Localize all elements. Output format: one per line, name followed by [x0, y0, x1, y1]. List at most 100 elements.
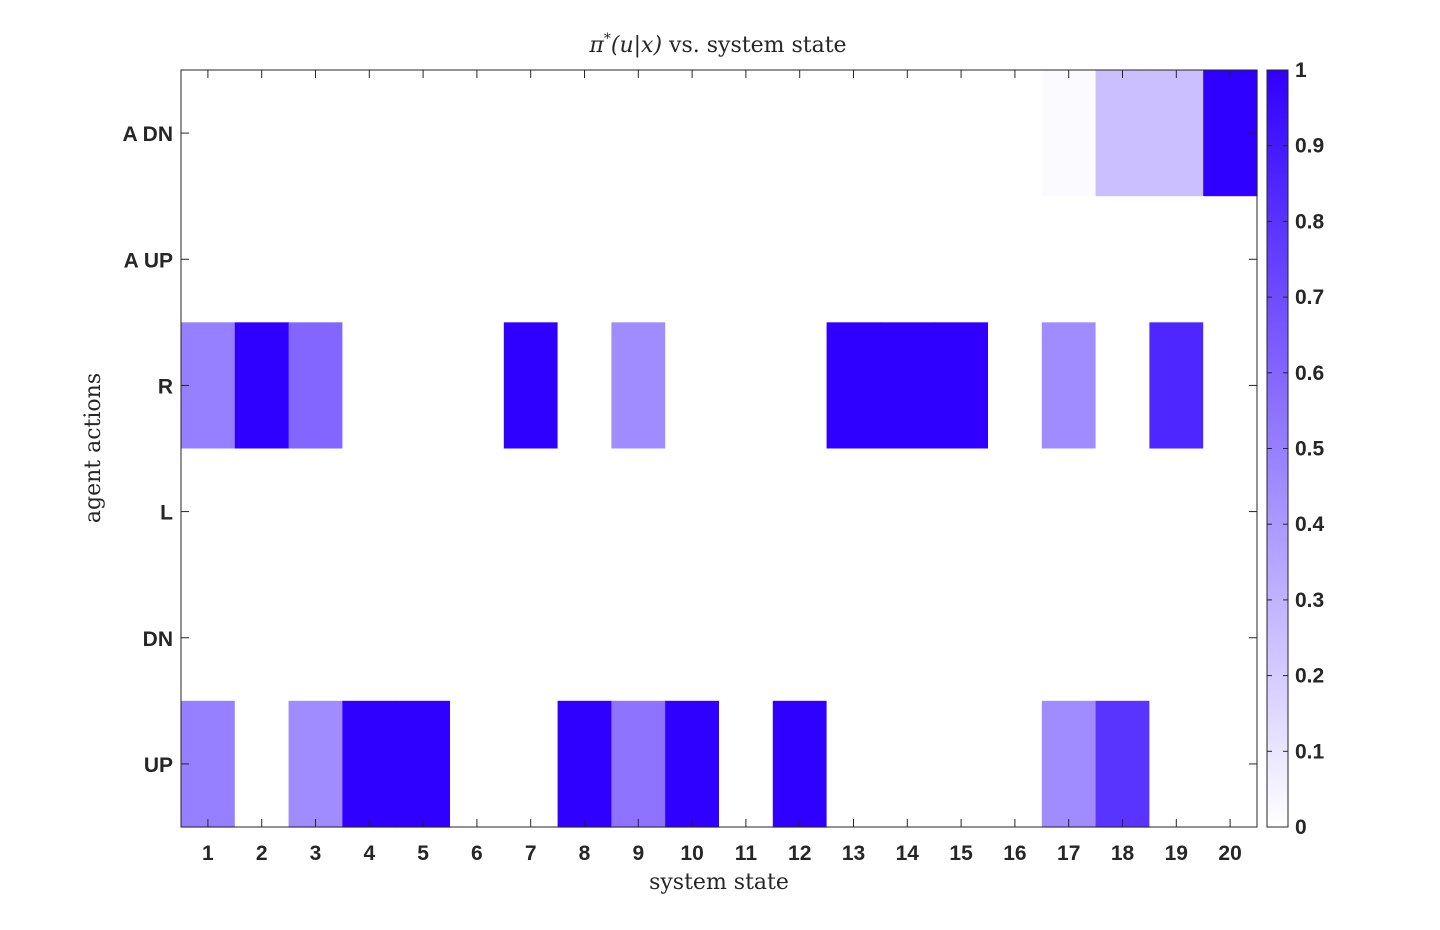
heatmap-cell [665, 448, 720, 576]
heatmap-cell [611, 70, 666, 197]
heatmap-cell [342, 448, 397, 576]
heatmap-cell [719, 70, 774, 197]
heatmap-cell [772, 700, 828, 828]
heatmap-cell [288, 448, 343, 576]
x-tick-label: 19 [1165, 842, 1188, 865]
heatmap-cell [1149, 70, 1204, 197]
heatmap-cell [234, 700, 290, 828]
x-tick-label: 12 [788, 842, 811, 865]
heatmap-cell [1041, 448, 1097, 576]
heatmap-cell [450, 700, 505, 828]
x-tick-label: 6 [471, 842, 483, 865]
x-tick-label: 4 [363, 842, 375, 865]
heatmap-cell [396, 574, 451, 702]
heatmap-cell [772, 196, 828, 323]
colorbar-tick-label: 0.2 [1295, 665, 1324, 688]
colorbar-tick-label: 0.8 [1295, 210, 1325, 233]
heatmap-cell [557, 574, 612, 702]
heatmap-cell [719, 574, 774, 702]
heatmap-cell [826, 574, 881, 702]
heatmap-cell [611, 448, 666, 576]
y-axis-label: agent actions [81, 373, 106, 523]
heatmap-cell [503, 448, 559, 576]
heatmap-cell [1095, 196, 1150, 323]
heatmap-cell [611, 574, 666, 702]
heatmap-cell [503, 70, 559, 197]
heatmap-cell [1041, 700, 1097, 828]
heatmap-cell [1095, 322, 1150, 450]
heatmap-cell [1203, 322, 1258, 450]
heatmap-cell [988, 448, 1043, 576]
colorbar-tick-label: 0.3 [1295, 589, 1324, 612]
colorbar-tick-label: 0.5 [1295, 438, 1325, 461]
colorbar-tick-label: 1 [1295, 59, 1307, 82]
y-tick-label: A UP [124, 249, 173, 272]
x-tick-label: 10 [680, 842, 703, 865]
heatmap-cell [450, 196, 505, 323]
heatmap-cell [611, 196, 666, 323]
heatmap-cell [234, 448, 290, 576]
heatmap-cell [1041, 70, 1097, 197]
heatmap-cell [1149, 700, 1204, 828]
heatmap-cell [719, 700, 774, 828]
heatmap-cell [396, 196, 451, 323]
heatmap-cell [450, 322, 505, 450]
x-tick-label: 11 [735, 842, 758, 865]
heatmap-cell [234, 70, 290, 197]
heatmap-cell [181, 574, 236, 702]
heatmap-cell [880, 196, 935, 323]
heatmap-cell [826, 322, 881, 450]
heatmap-cell [665, 574, 720, 702]
heatmap-cell [288, 70, 343, 197]
heatmap-cell [988, 196, 1043, 323]
heatmap-cell [450, 574, 505, 702]
heatmap-cell [611, 700, 666, 828]
heatmap-cell [934, 322, 989, 450]
colorbar-ticks: 0 0.1 0.2 0.3 0.4 0.5 0.6 0.7 0.8 0.9 1 [1267, 59, 1325, 839]
heatmap-cell [503, 700, 559, 828]
x-axis-label: system state [649, 870, 789, 895]
heatmap-cell [1095, 700, 1150, 828]
heatmap-cell [288, 322, 343, 450]
y-tick-labels: A DN A UP R L DN UP [122, 123, 173, 777]
heatmap-cell [880, 574, 935, 702]
heatmap-cell [1203, 196, 1258, 323]
heatmap-cell [342, 70, 397, 197]
heatmap-cell [1203, 700, 1258, 828]
heatmap-cell [557, 448, 612, 576]
heatmap-cell [1203, 574, 1258, 702]
x-tick-label: 5 [417, 842, 429, 865]
x-tick-label: 16 [1003, 842, 1026, 865]
heatmap-cell [181, 196, 236, 323]
heatmap-cell [181, 700, 236, 828]
heatmap-cell [988, 322, 1043, 450]
heatmap-cell [1149, 448, 1204, 576]
chart-title: π*(u|x) vs. system state [588, 31, 846, 58]
plot-frame [180, 69, 1258, 828]
heatmap-cell [181, 322, 236, 450]
heatmap-cell [1095, 574, 1150, 702]
heatmap-cell [557, 322, 612, 450]
heatmap-cell [503, 196, 559, 323]
x-tick-label: 18 [1111, 842, 1135, 865]
y-tick-label: DN [143, 628, 173, 651]
x-tick-label: 7 [525, 842, 537, 865]
x-tick-label: 3 [310, 842, 322, 865]
x-tick-label: 1 [202, 842, 214, 865]
heatmap-cell [934, 700, 989, 828]
heatmap-cell [342, 196, 397, 323]
heatmap-cell [1041, 322, 1097, 450]
colorbar-tick-label: 0.4 [1295, 513, 1325, 536]
heatmap-cell [826, 196, 881, 323]
heatmap-cell [557, 700, 612, 828]
colorbar-tick-label: 0.9 [1295, 135, 1324, 158]
heatmap-cell [1041, 574, 1097, 702]
heatmap-cell [988, 700, 1043, 828]
heatmap-cell [934, 196, 989, 323]
colorbar-tick-label: 0.1 [1295, 740, 1325, 763]
heatmap-cell [665, 196, 720, 323]
heatmap-cell [826, 448, 881, 576]
heatmap-cell [503, 322, 559, 450]
y-tick-label: A DN [122, 123, 173, 146]
heatmap-cell [557, 196, 612, 323]
